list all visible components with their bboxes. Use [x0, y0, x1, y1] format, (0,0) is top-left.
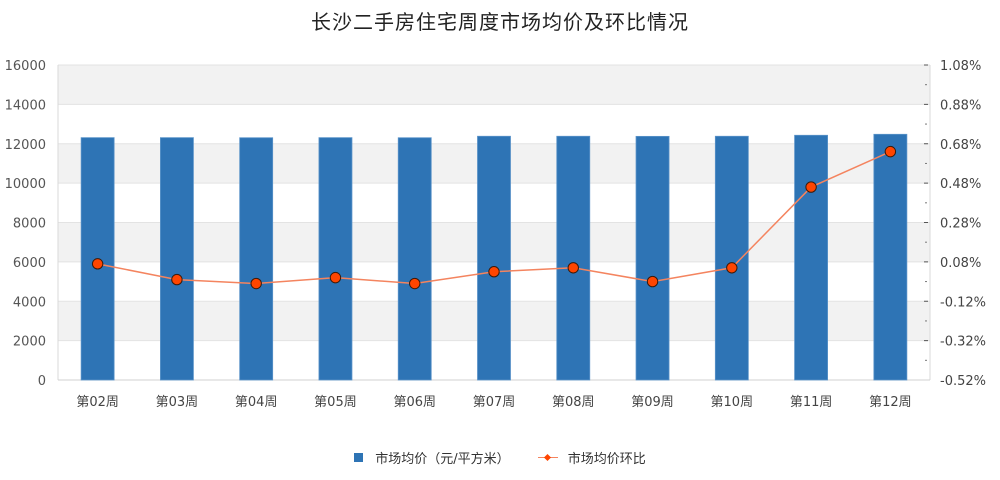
bar[interactable] [239, 137, 274, 381]
left-axis: 0 2000 4000 6000 8000 10000 12000 14000 16000 [5, 59, 46, 389]
legend-item-price[interactable]: 市场均价（元/平方米） [354, 448, 510, 467]
left-tick-label: 6000 [13, 256, 46, 271]
bar[interactable] [477, 135, 511, 381]
right-tick-label: -0.12% [940, 295, 986, 310]
left-tick-label: 2000 [13, 335, 46, 350]
line-point[interactable] [884, 145, 897, 158]
line-point[interactable] [329, 271, 342, 284]
bar[interactable] [318, 137, 353, 381]
bar[interactable] [556, 135, 591, 381]
chart-title: 长沙二手房住宅周度市场均价及环比情况 [311, 10, 689, 34]
bar[interactable] [397, 137, 432, 381]
line-point[interactable] [91, 258, 104, 270]
right-tick-label: 0.68% [940, 138, 981, 153]
bar[interactable] [160, 137, 194, 381]
right-tick-label: 0.08% [940, 256, 981, 271]
x-tick-label: 第02周 [76, 395, 119, 410]
line-point[interactable] [488, 266, 500, 278]
bar[interactable] [635, 135, 670, 381]
bar-swatch-icon [354, 453, 364, 462]
line-point[interactable] [409, 277, 421, 290]
right-axis: -0.52% -0.32% -0.12% 0.08% 0.28% 0.48% 0.68% 0.… [924, 59, 986, 389]
right-tick-label: 0.88% [940, 98, 981, 113]
line-point[interactable] [171, 273, 183, 286]
x-tick-label: 第11周 [790, 395, 833, 410]
line-point[interactable] [646, 275, 659, 288]
line-marker-icon [537, 453, 558, 463]
x-tick-label: 第04周 [235, 395, 278, 410]
x-tick-label: 第09周 [631, 395, 674, 410]
x-tick-label: 第08周 [552, 395, 595, 410]
x-tick-label: 第03周 [156, 395, 199, 410]
left-tick-label: 16000 [5, 59, 46, 74]
right-tick-label: -0.32% [940, 335, 986, 350]
line-point[interactable] [567, 262, 579, 274]
bar[interactable] [873, 133, 908, 381]
x-tick-label: 第07周 [473, 395, 516, 410]
legend-label-mom: 市场均价环比 [567, 452, 646, 467]
left-tick-label: 0 [38, 374, 46, 389]
line-point[interactable] [250, 277, 262, 290]
left-tick-label: 12000 [5, 138, 46, 153]
x-axis: 第02周 第03周 第04周 第05周 第06周 第07周 第08周 第09周 第10周 第11周… [76, 395, 911, 410]
bar-series [80, 133, 908, 381]
legend-item-mom[interactable]: 市场均价环比 [537, 448, 646, 467]
line-point[interactable] [805, 181, 817, 193]
line-series [91, 145, 897, 290]
x-tick-label: 第10周 [711, 395, 754, 410]
right-tick-label: 1.08% [940, 59, 981, 74]
left-tick-label: 10000 [5, 177, 46, 192]
x-tick-label: 第12周 [869, 395, 912, 410]
right-tick-label: 0.28% [940, 217, 981, 232]
left-tick-label: 8000 [13, 217, 46, 232]
legend: 市场均价（元/平方米） 市场均价环比 [0, 448, 1000, 467]
left-tick-label: 14000 [5, 98, 46, 113]
legend-label-price: 市场均价（元/平方米） [375, 452, 510, 467]
line-point[interactable] [726, 262, 738, 274]
x-tick-label: 第05周 [314, 395, 357, 410]
bar[interactable] [714, 135, 749, 381]
left-tick-label: 4000 [13, 295, 46, 310]
x-tick-label: 第06周 [393, 395, 436, 410]
right-tick-label: -0.52% [940, 374, 986, 389]
bar[interactable] [794, 134, 828, 381]
right-tick-label: 0.48% [940, 177, 981, 192]
